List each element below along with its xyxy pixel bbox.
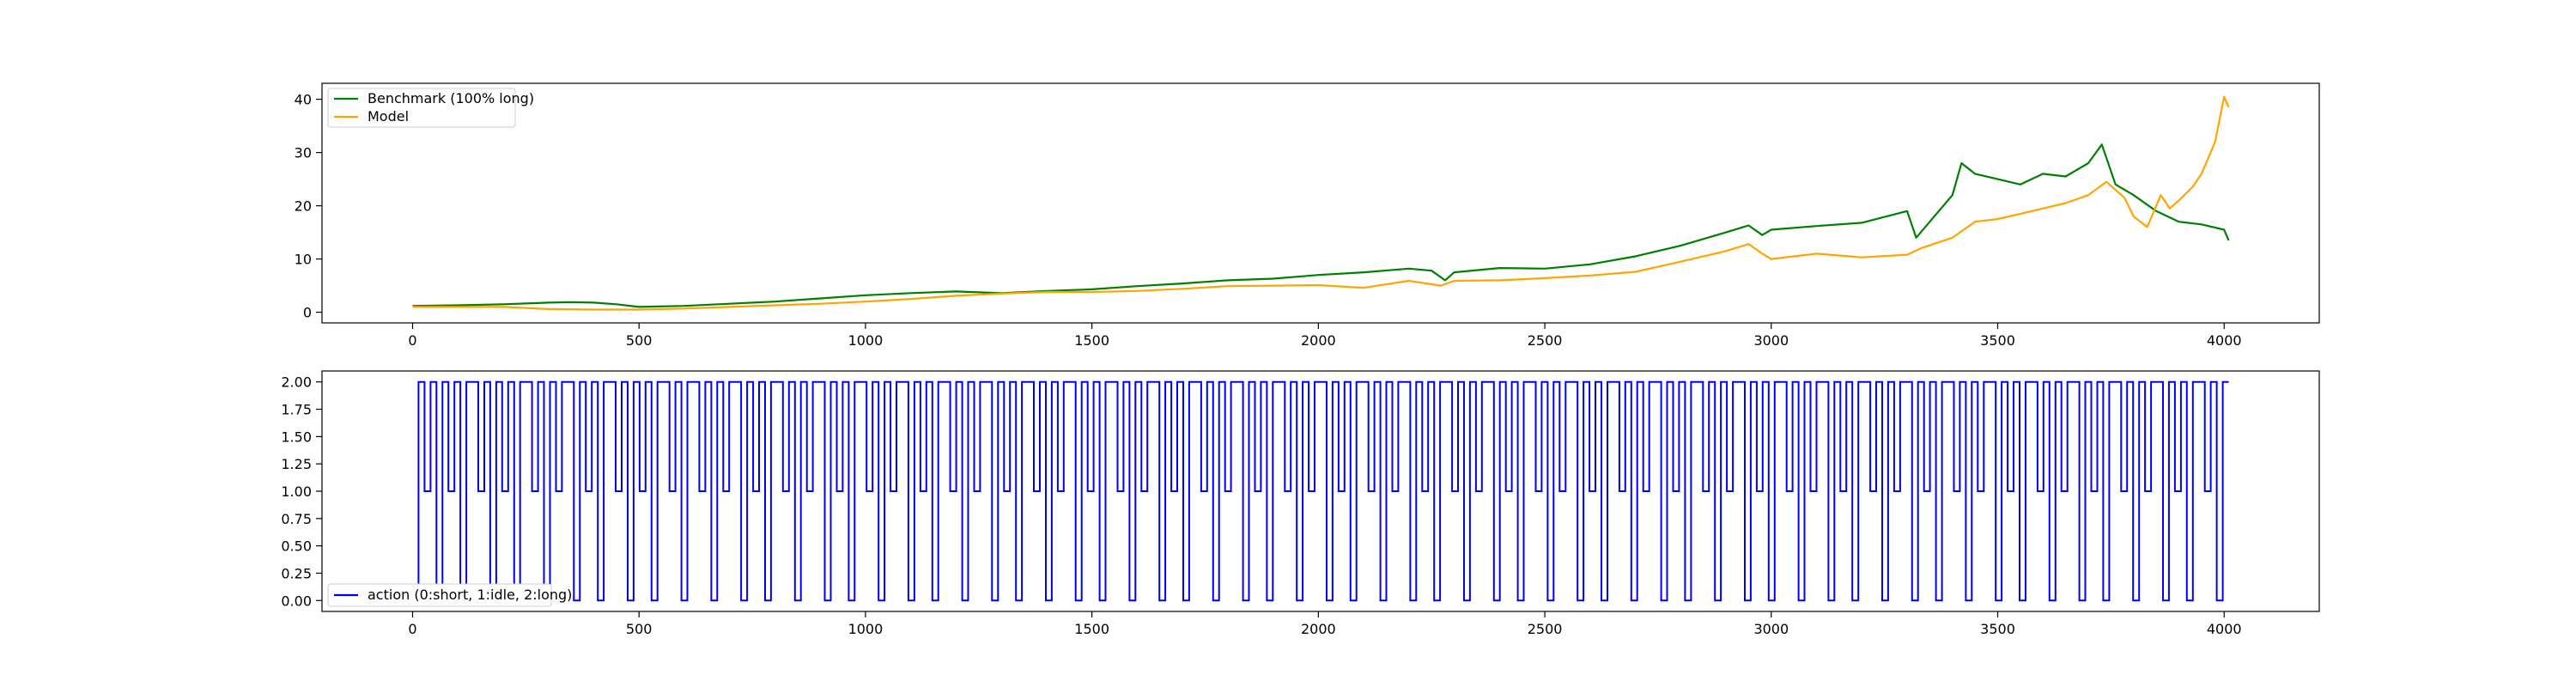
bottom-ytick-label: 0.25	[281, 565, 312, 581]
bottom-ytick-label: 1.75	[281, 402, 312, 418]
bottom-xtick-label: 500	[626, 621, 653, 637]
legend-label-benchmark: Benchmark (100% long)	[368, 90, 534, 106]
top-ytick-label: 20	[295, 198, 312, 215]
series-step-action	[412, 380, 2229, 602]
legend-bottom: action (0:short, 1:idle, 2:long)	[327, 583, 572, 607]
top-ytick-label: 30	[295, 145, 312, 161]
series-line-model	[412, 95, 2230, 311]
bottom-xtick-label: 0	[408, 621, 416, 637]
top-xtick-label: 3000	[1753, 332, 1789, 349]
axes-bottom-actions: 0 500 1000 1500 2000 2500 3000 3500 4000 0.00 0.2…	[281, 370, 2320, 637]
top-xtick-label: 3500	[1980, 332, 2015, 349]
bottom-xtick-label: 1500	[1074, 621, 1109, 637]
bottom-ytick-label: 2.00	[281, 374, 312, 391]
bottom-xtick-label: 3000	[1753, 621, 1789, 637]
bottom-ytick-label: 1.50	[281, 429, 312, 445]
axes-top-equity-curve: 0 500 1000 1500 2000 2500 3000 3500 4000 0 10 20 30…	[295, 82, 2320, 349]
bottom-xtick-label: 2000	[1301, 621, 1336, 637]
bottom-ytick-label: 1.00	[281, 483, 312, 500]
top-ytick-label: 0	[303, 305, 312, 321]
top-ytick-label: 40	[295, 92, 312, 108]
legend-label-model: Model	[368, 108, 409, 125]
bottom-ytick-label: 0.50	[281, 538, 312, 555]
legend-label-action: action (0:short, 1:idle, 2:long)	[368, 587, 572, 603]
bottom-ytick-label: 1.25	[281, 456, 312, 472]
series-line-benchmark	[412, 143, 2230, 308]
bottom-xtick-label: 2500	[1528, 621, 1563, 637]
top-xtick-label: 1500	[1074, 332, 1109, 349]
top-xtick-label: 0	[408, 332, 416, 349]
legend-top: Benchmark (100% long) Model	[327, 88, 534, 128]
bottom-xtick-label: 4000	[2207, 621, 2242, 637]
bottom-xtick-label: 1000	[848, 621, 884, 637]
bottom-ytick-label: 0.75	[281, 511, 312, 527]
axes-top-frame	[321, 82, 2320, 324]
top-xtick-label: 2000	[1301, 332, 1336, 349]
bottom-xtick-label: 3500	[1980, 621, 2015, 637]
top-xtick-label: 1000	[848, 332, 884, 349]
bottom-ytick-label: 0.00	[281, 593, 312, 609]
top-xtick-label: 4000	[2207, 332, 2242, 349]
top-xtick-label: 500	[626, 332, 653, 349]
top-ytick-label: 10	[295, 252, 312, 268]
top-xtick-label: 2500	[1528, 332, 1563, 349]
